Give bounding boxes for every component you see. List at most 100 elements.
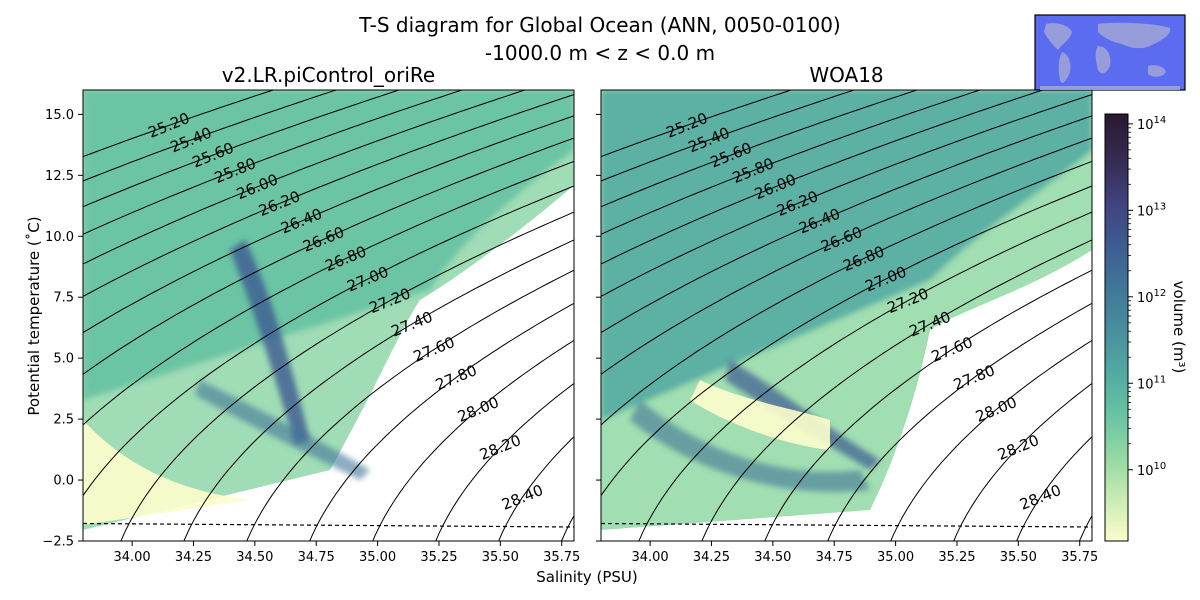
isopycnal-line xyxy=(1078,514,1092,541)
inset-map xyxy=(1034,14,1186,91)
isopycnal-line xyxy=(827,302,1092,541)
colorbar-tick-label: 1011 xyxy=(1137,374,1166,392)
isopycnal-line xyxy=(601,90,919,208)
isopycnal-line xyxy=(560,514,574,541)
isopycnal-line xyxy=(372,339,574,541)
isopycnal-line xyxy=(120,211,574,541)
isopycnal-line xyxy=(890,339,1092,541)
isopycnal-line xyxy=(309,302,574,541)
freezing-line xyxy=(600,522,1093,528)
isopycnal-line xyxy=(498,436,574,541)
x-tick-label: 35.00 xyxy=(359,550,396,565)
x-tick-label: 35.25 xyxy=(420,550,457,565)
isopycnal-line xyxy=(601,185,1092,497)
isopycnal-line xyxy=(183,239,574,541)
y-tick-label: 0.0 xyxy=(53,474,74,489)
x-tick-label: 34.75 xyxy=(816,550,853,565)
colorbar-tick-label: 1010 xyxy=(1137,461,1166,479)
isopycnal-line xyxy=(83,90,464,235)
isopycnal-line xyxy=(601,160,1092,426)
y-axis-label: Potential temperature (˚C) xyxy=(25,216,43,415)
x-tick-label: 35.00 xyxy=(877,550,914,565)
tick-base: 10 xyxy=(1137,291,1154,306)
y-tick-label: 7.5 xyxy=(53,291,74,306)
panel-observations: WOA18 25.2025.4025.6025.8026.0026.2026.4… xyxy=(596,63,1098,565)
isopycnal-line xyxy=(638,211,1092,541)
x-tick-label: 34.25 xyxy=(175,550,212,565)
x-tick-label: 35.75 xyxy=(1061,550,1098,565)
tick-exponent: 11 xyxy=(1154,374,1167,385)
density-field xyxy=(601,90,1092,541)
x-tick-label: 35.75 xyxy=(543,550,580,565)
isopycnal-line xyxy=(1016,436,1092,541)
axes-frame xyxy=(600,89,1093,542)
tick-base: 10 xyxy=(1137,377,1154,392)
colorbar-tick-label: 1012 xyxy=(1137,288,1166,306)
isopycnal-line xyxy=(83,90,527,265)
tick-exponent: 12 xyxy=(1154,288,1167,299)
x-axis: 34.00 34.25 34.50 34.75 35.00 35.25 35.50 35.75 xyxy=(113,541,580,565)
colorbar-tick-label: 1013 xyxy=(1137,201,1166,219)
figure-title: T-S diagram for Global Ocean (ANN, 0050-… xyxy=(358,13,840,37)
x-tick-label: 34.75 xyxy=(298,550,335,565)
y-axis xyxy=(596,113,601,542)
panel-title: v2.LR.piControl_oriRe xyxy=(222,63,435,87)
isopycnal-line xyxy=(764,269,1092,541)
tick-exponent: 10 xyxy=(1154,461,1167,472)
isopycnal-line xyxy=(601,90,856,182)
isopycnal-line xyxy=(601,94,1092,298)
isopycnal-line xyxy=(83,94,574,298)
y-tick-label: 2.5 xyxy=(53,413,74,428)
axes-frame xyxy=(82,89,575,542)
colorbar-gradient xyxy=(1104,113,1129,542)
x-tick-label: 34.00 xyxy=(631,550,668,565)
tick-base: 10 xyxy=(1137,464,1154,479)
y-axis: −2.5 0.0 2.5 5.0 7.5 10.0 12.5 15.0 xyxy=(42,108,83,550)
x-tick-label: 35.25 xyxy=(938,550,975,565)
continents-icon xyxy=(1040,22,1180,90)
x-axis: 34.00 34.25 34.50 34.75 35.00 35.25 35.50 35.75 xyxy=(631,541,1098,565)
isopycnal-line xyxy=(701,239,1092,541)
x-axis-label: Salinity (PSU) xyxy=(536,568,638,586)
y-tick-label: 12.5 xyxy=(45,169,74,184)
tick-exponent: 14 xyxy=(1154,115,1167,126)
panel-title: WOA18 xyxy=(809,63,883,87)
density-field xyxy=(83,90,574,541)
panel-model: v2.LR.piControl_oriRe 25.2025.4025.6025.… xyxy=(42,63,580,565)
y-tick-label: 5.0 xyxy=(53,352,74,367)
isopycnal-line xyxy=(435,382,574,541)
isopycnal-line xyxy=(83,90,275,158)
y-tick-label: 15.0 xyxy=(45,108,74,123)
colorbar-label: volume (m³) xyxy=(1170,281,1188,374)
tick-base: 10 xyxy=(1137,204,1154,219)
tick-base: 10 xyxy=(1137,118,1154,133)
freezing-line xyxy=(82,522,575,528)
isopycnal-line xyxy=(601,90,793,158)
isopycnal-line xyxy=(83,160,574,426)
isopycnal-line xyxy=(601,137,1092,375)
x-tick-label: 34.25 xyxy=(693,550,730,565)
y-tick-label: −2.5 xyxy=(42,535,74,550)
x-tick-label: 34.50 xyxy=(754,550,791,565)
isopycnal-line xyxy=(83,90,401,208)
isopycnal-line xyxy=(601,90,982,235)
isopycnal-line xyxy=(83,185,574,497)
isopycnal-line xyxy=(953,382,1092,541)
isopycnal-line xyxy=(601,90,1045,265)
isopycnal-line xyxy=(246,269,574,541)
isopycnal-line xyxy=(83,137,574,375)
figure-depth-range: -1000.0 m < z < 0.0 m xyxy=(485,41,715,65)
colorbar-tick-label: 1014 xyxy=(1137,115,1166,133)
isopycnal-line xyxy=(601,115,1092,334)
isopycnal-line xyxy=(83,90,338,182)
y-tick-label: 10.0 xyxy=(45,230,74,245)
x-tick-label: 34.50 xyxy=(236,550,273,565)
isopycnal-line xyxy=(83,115,574,334)
x-tick-label: 34.00 xyxy=(113,550,150,565)
x-tick-label: 35.50 xyxy=(1000,550,1037,565)
x-tick-label: 35.50 xyxy=(482,550,519,565)
tick-exponent: 13 xyxy=(1154,201,1167,212)
